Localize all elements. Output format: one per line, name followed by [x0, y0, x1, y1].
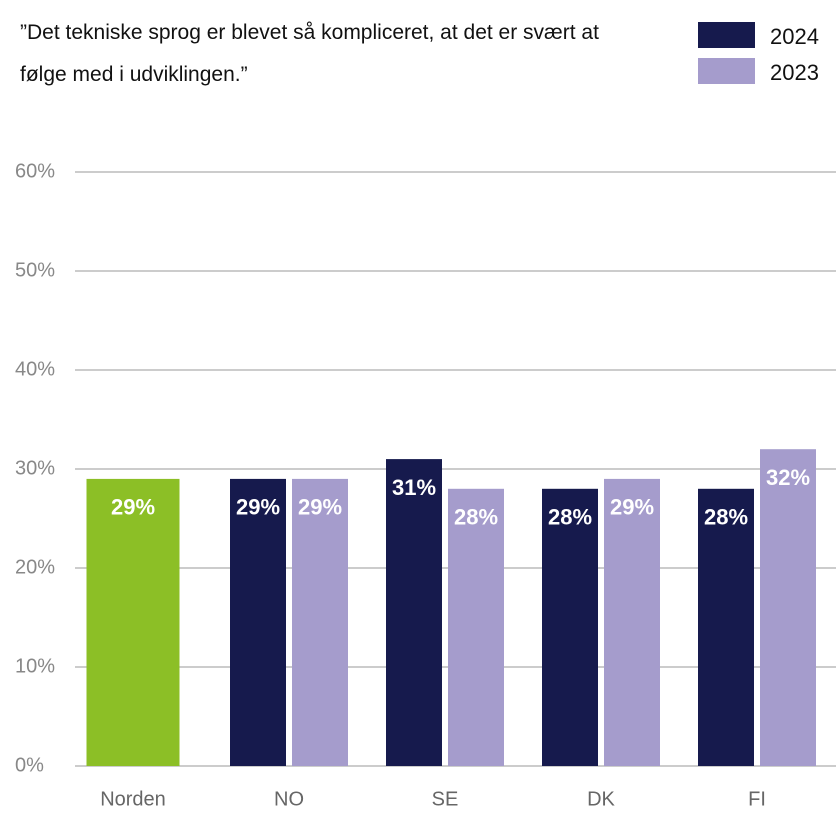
chart-title: ”Det tekniske sprog er blevet så komplic…	[20, 21, 599, 86]
legend-label: 2024	[770, 24, 819, 49]
x-tick-label: SE	[432, 788, 459, 810]
data-label: 28%	[548, 505, 592, 530]
data-label: 29%	[610, 495, 654, 520]
bar	[760, 449, 816, 766]
data-label: 31%	[392, 475, 436, 500]
y-tick-label: 60%	[15, 160, 55, 182]
bar	[448, 488, 504, 766]
bar	[292, 478, 348, 766]
x-tick-label: Norden	[100, 788, 166, 810]
y-tick-label: 0%	[15, 754, 44, 776]
legend-swatch	[698, 22, 755, 48]
legend-swatch	[698, 58, 755, 84]
x-tick-label: FI	[748, 788, 766, 810]
y-tick-label: 40%	[15, 358, 55, 380]
bar	[542, 488, 598, 766]
x-tick-label: NO	[274, 788, 304, 810]
bar	[604, 478, 660, 766]
x-tick-label: DK	[587, 788, 615, 810]
data-label: 28%	[704, 505, 748, 530]
y-tick-label: 50%	[15, 259, 55, 281]
y-tick-label: 20%	[15, 556, 55, 578]
y-tick-label: 10%	[15, 655, 55, 677]
data-label: 28%	[454, 505, 498, 530]
bar	[230, 478, 286, 766]
data-label: 29%	[298, 495, 342, 520]
data-label: 29%	[236, 495, 280, 520]
legend-label: 2023	[770, 60, 819, 85]
bar	[386, 459, 442, 766]
bar	[86, 478, 180, 766]
data-label: 32%	[766, 465, 810, 490]
y-tick-label: 30%	[15, 457, 55, 479]
bar	[698, 488, 754, 766]
data-label: 29%	[111, 495, 155, 520]
